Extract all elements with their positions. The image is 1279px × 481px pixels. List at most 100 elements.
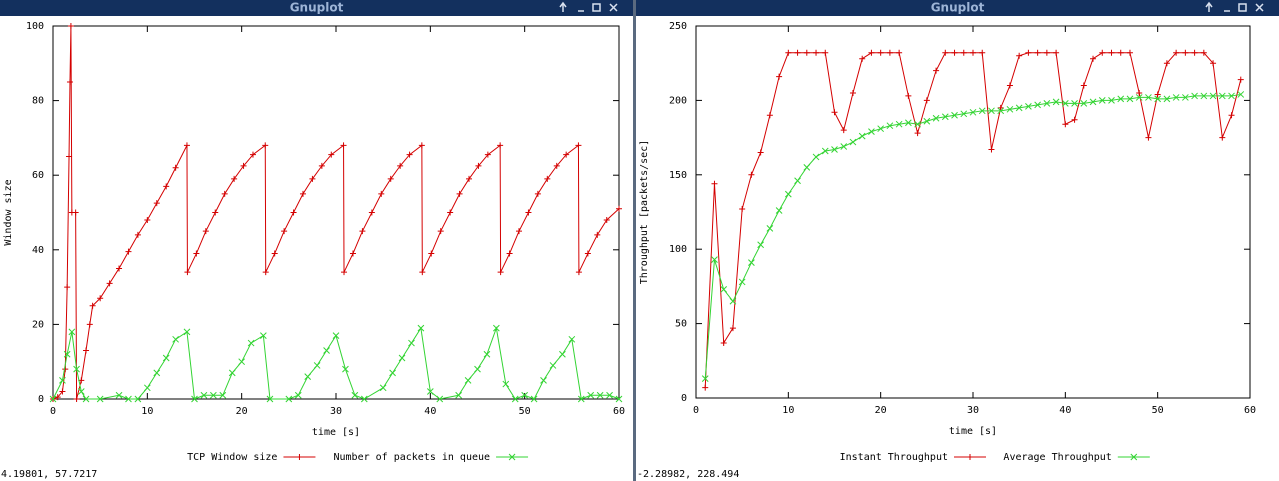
x-tick-label: 10 [782,405,794,416]
data-point [82,395,90,403]
data-point [144,216,151,223]
data-point [125,248,132,255]
data-point [914,130,921,137]
data-point [711,256,718,263]
data-point [794,177,801,185]
window-gap [633,0,636,481]
data-point [511,395,519,403]
data-point [231,175,238,182]
pin-button[interactable] [559,1,567,12]
data-point [63,350,71,358]
data-point [68,328,76,336]
legend-label: TCP Window size [187,452,277,463]
data-point [1006,82,1013,89]
data-point [406,151,413,158]
data-point [822,49,829,56]
data-point [886,122,894,130]
data-point [594,231,601,238]
data-point [1090,55,1097,62]
data-point [328,151,335,158]
data-point [905,119,912,127]
data-point [262,142,269,149]
legend-marker [1130,453,1138,461]
data-point [1209,92,1217,100]
data-point [886,49,893,56]
data-point [285,395,293,403]
data-point [951,49,958,56]
y-tick-label: 0 [681,393,687,404]
data-point [516,228,523,235]
data-point [831,146,838,153]
data-point [1219,134,1226,141]
data-point [978,107,986,115]
maximize-button[interactable] [1238,3,1247,12]
data-point [313,362,321,369]
data-point [896,49,903,56]
data-point [318,162,325,169]
data-point [497,142,504,149]
data-point [720,286,728,293]
data-point [1025,102,1032,110]
data-point [1006,105,1014,113]
data-point [1053,49,1060,56]
data-point [701,375,709,383]
data-point [210,391,217,399]
data-point [341,269,348,276]
data-point [1016,52,1023,59]
data-point [483,350,491,358]
y-axis-label: Window size [3,179,14,245]
data-point [521,391,529,399]
data-point [163,183,170,190]
data-point [426,388,434,395]
data-point [1117,95,1125,103]
pin-button[interactable] [1205,1,1213,12]
data-point [859,55,866,62]
data-point [812,153,820,161]
data-point [1071,116,1078,123]
data-point [66,153,73,160]
data-point [493,324,500,332]
x-tick-label: 40 [424,406,436,417]
x-tick-label: 60 [613,406,625,417]
data-point [932,114,940,122]
data-point [905,92,912,99]
data-point [1135,94,1143,101]
data-point [418,142,425,149]
data-point [1099,49,1106,56]
data-point [266,395,274,403]
data-point [153,369,161,377]
data-point [1098,97,1106,104]
data-point [228,369,236,377]
data-point [378,190,385,197]
maximize-button[interactable] [592,3,601,12]
data-point [840,143,848,150]
status-text: 4.19801, 57.7217 [1,469,97,480]
data-point [1191,92,1198,100]
data-point [615,395,623,403]
data-point [294,391,302,399]
data-point [729,325,736,332]
data-point [309,175,316,182]
data-point [351,391,359,399]
data-point [89,302,96,309]
data-point [997,107,1005,115]
data-point [368,209,375,216]
data-point [143,384,151,392]
data-point [96,395,104,403]
close-button[interactable] [609,3,618,12]
data-point [172,335,179,343]
data-point [260,332,267,339]
y-tick-label: 200 [669,95,687,106]
data-point [702,384,709,391]
data-point [240,162,247,169]
data-point [895,120,903,128]
x-tick-label: 0 [50,406,56,417]
data-point [923,97,930,104]
data-point [506,250,513,257]
x-tick-label: 30 [330,406,342,417]
data-point [238,358,246,366]
data-point [794,49,801,56]
close-button[interactable] [1255,3,1264,12]
x-tick-label: 20 [875,405,887,416]
